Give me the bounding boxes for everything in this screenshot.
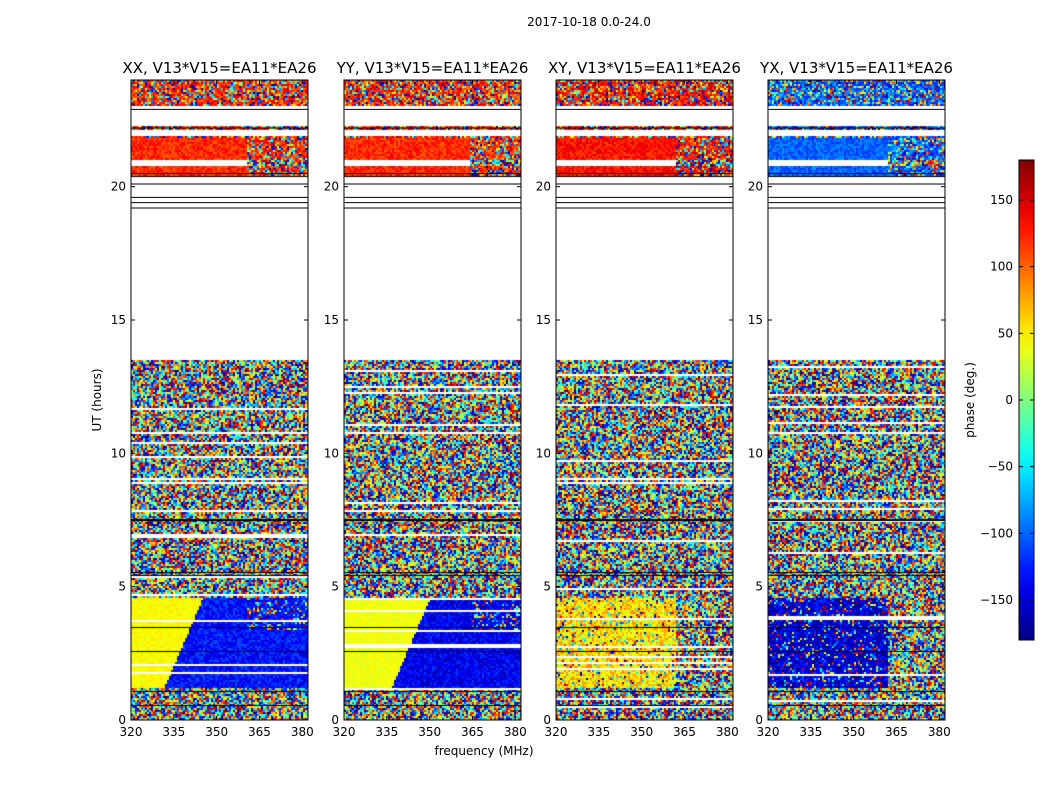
x-tick-label: 320 <box>545 725 568 739</box>
x-tick-label: 380 <box>291 725 314 739</box>
panel-yx: YX, V13*V15=EA11*EA26 320 335 350 365 380 0 5 10… <box>748 59 953 739</box>
y-tick-label: 15 <box>324 313 339 327</box>
x-tick-label: 380 <box>928 725 951 739</box>
y-tick-label: 15 <box>536 313 551 327</box>
x-tick-label: 380 <box>504 725 527 739</box>
heatmap-image-xx <box>131 80 308 720</box>
y-tick-label: 5 <box>543 580 551 594</box>
x-tick-label: 335 <box>162 725 185 739</box>
y-tick-label: 10 <box>111 446 126 460</box>
panel-xx: XX, V13*V15=EA11*EA26 320 335 350 365 380 0 5 10… <box>111 59 317 739</box>
y-tick-label: 20 <box>748 180 763 194</box>
x-tick-label: 350 <box>205 725 228 739</box>
panels-group: XX, V13*V15=EA11*EA26 320 335 350 365 380 0 5 10… <box>111 59 953 739</box>
y-tick-label: 20 <box>111 180 126 194</box>
y-tick-label: 20 <box>536 180 551 194</box>
x-tick-label: 365 <box>461 725 484 739</box>
colorbar-tick-label: −100 <box>980 526 1013 540</box>
y-tick-label: 10 <box>324 446 339 460</box>
x-tick-label: 350 <box>418 725 441 739</box>
colorbar-tick-label: −150 <box>980 593 1013 607</box>
y-tick-label: 0 <box>755 713 763 727</box>
heatmap-image-xy <box>556 80 733 720</box>
colorbar-tick-label: 100 <box>990 260 1013 274</box>
x-tick-label: 320 <box>120 725 143 739</box>
axes-frame <box>767 79 946 721</box>
x-tick-label: 365 <box>885 725 908 739</box>
x-tick-label: 365 <box>673 725 696 739</box>
axes-frame <box>555 79 734 721</box>
y-axis-label: UT (hours) <box>90 368 104 431</box>
panel-yy: YY, V13*V15=EA11*EA26 320 335 350 365 380 0 5 10… <box>324 59 529 739</box>
x-tick-label: 335 <box>375 725 398 739</box>
panel-title: YY, V13*V15=EA11*EA26 <box>336 59 529 77</box>
x-tick-label: 350 <box>630 725 653 739</box>
heatmap-image-yx <box>768 80 945 720</box>
axes-frame <box>130 79 309 721</box>
y-tick-label: 5 <box>118 580 126 594</box>
colorbar-tick-label: 0 <box>1005 393 1013 407</box>
chart-suptitle: 2017-10-18 0.0-24.0 <box>527 15 651 29</box>
axes-frame <box>343 79 522 721</box>
x-tick-label: 320 <box>333 725 356 739</box>
panel-title: XX, V13*V15=EA11*EA26 <box>122 59 316 77</box>
colorbar-label: phase (deg.) <box>963 362 977 438</box>
y-tick-label: 5 <box>755 580 763 594</box>
y-tick-label: 10 <box>748 446 763 460</box>
y-tick-label: 0 <box>331 713 339 727</box>
x-tick-label: 365 <box>248 725 271 739</box>
heatmap-image-yy <box>344 80 521 720</box>
y-tick-label: 15 <box>748 313 763 327</box>
panel-title: XY, V13*V15=EA11*EA26 <box>548 59 741 77</box>
panel-title: YX, V13*V15=EA11*EA26 <box>759 59 953 77</box>
y-tick-label: 0 <box>118 713 126 727</box>
x-tick-label: 320 <box>757 725 780 739</box>
x-axis-label: frequency (MHz) <box>434 744 533 758</box>
y-tick-label: 15 <box>111 313 126 327</box>
colorbar-tick-label: −50 <box>988 460 1013 474</box>
x-tick-label: 335 <box>799 725 822 739</box>
y-tick-label: 5 <box>331 580 339 594</box>
y-tick-label: 10 <box>536 446 551 460</box>
panel-xy: XY, V13*V15=EA11*EA26 320 335 350 365 380 0 5 10… <box>536 59 741 739</box>
colorbar: 150 100 50 0 −50 −100 −150 <box>980 159 1035 641</box>
colorbar-tick-label: 50 <box>998 326 1013 340</box>
x-tick-label: 350 <box>842 725 865 739</box>
colorbar-tick-label: 150 <box>990 193 1013 207</box>
y-tick-label: 0 <box>543 713 551 727</box>
y-tick-label: 20 <box>324 180 339 194</box>
x-tick-label: 380 <box>716 725 739 739</box>
x-tick-label: 335 <box>587 725 610 739</box>
